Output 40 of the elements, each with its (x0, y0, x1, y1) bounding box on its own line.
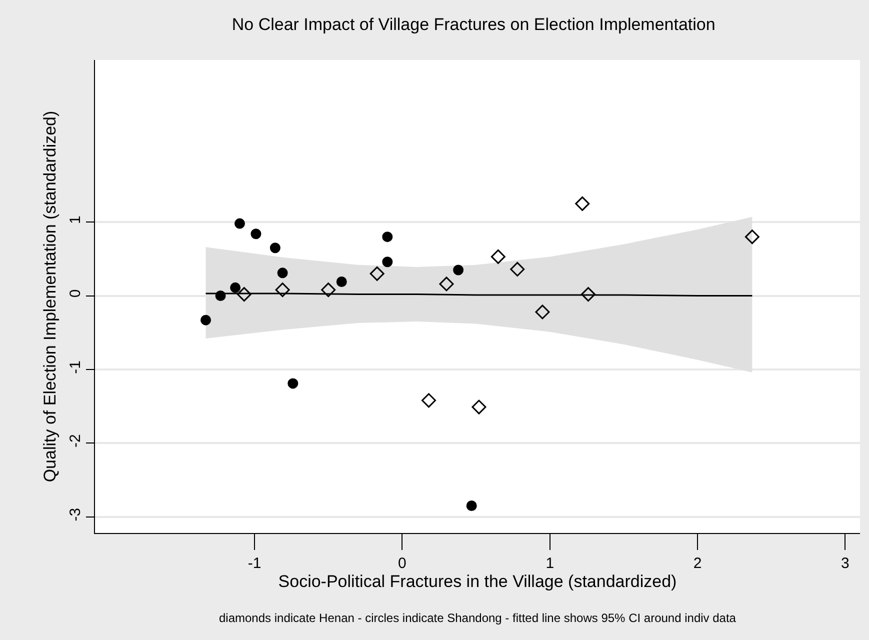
point (277, 268, 288, 278)
point (535, 304, 550, 320)
point (215, 290, 226, 302)
point (744, 230, 760, 244)
chart-title: No Clear Impact of Village Fractures on Election Implementation (232, 14, 716, 34)
point (575, 196, 590, 211)
x-tick-label: 2 (693, 555, 702, 572)
y-tick-label: -3 (67, 508, 84, 522)
point (270, 242, 280, 254)
y-tick-label: -1 (67, 360, 84, 374)
point (200, 314, 212, 326)
x-tick-label: 1 (546, 555, 554, 572)
point (510, 262, 525, 276)
point (466, 500, 477, 511)
point (382, 232, 393, 242)
x-tick-label: -1 (248, 555, 262, 572)
point (472, 400, 486, 414)
y-tick-label: 1 (67, 216, 84, 224)
x-tick-label: 3 (841, 555, 850, 572)
x-axis-title: Socio-Political Fractures in the Village (standardized) (278, 572, 677, 591)
point (453, 264, 464, 276)
y-axis-title: Quality of Election Implementation (standardized) (40, 110, 60, 482)
point (382, 256, 393, 268)
point (288, 378, 298, 389)
point (275, 282, 290, 298)
point (236, 287, 252, 302)
point (439, 276, 454, 292)
y-tick-label: 0 (67, 289, 84, 298)
x-tick-label: 0 (398, 555, 406, 572)
text: diamonds indicate Henan - circles indicate Shandong - fitted line shows 95% CI around indiv data (219, 611, 736, 625)
point (321, 282, 336, 298)
point (370, 266, 384, 281)
point (336, 276, 347, 288)
point (250, 228, 262, 240)
point (490, 249, 506, 264)
point (581, 287, 596, 302)
y-tick-label: -2 (67, 434, 84, 448)
point (422, 393, 436, 408)
point (234, 218, 245, 229)
point (230, 282, 241, 293)
